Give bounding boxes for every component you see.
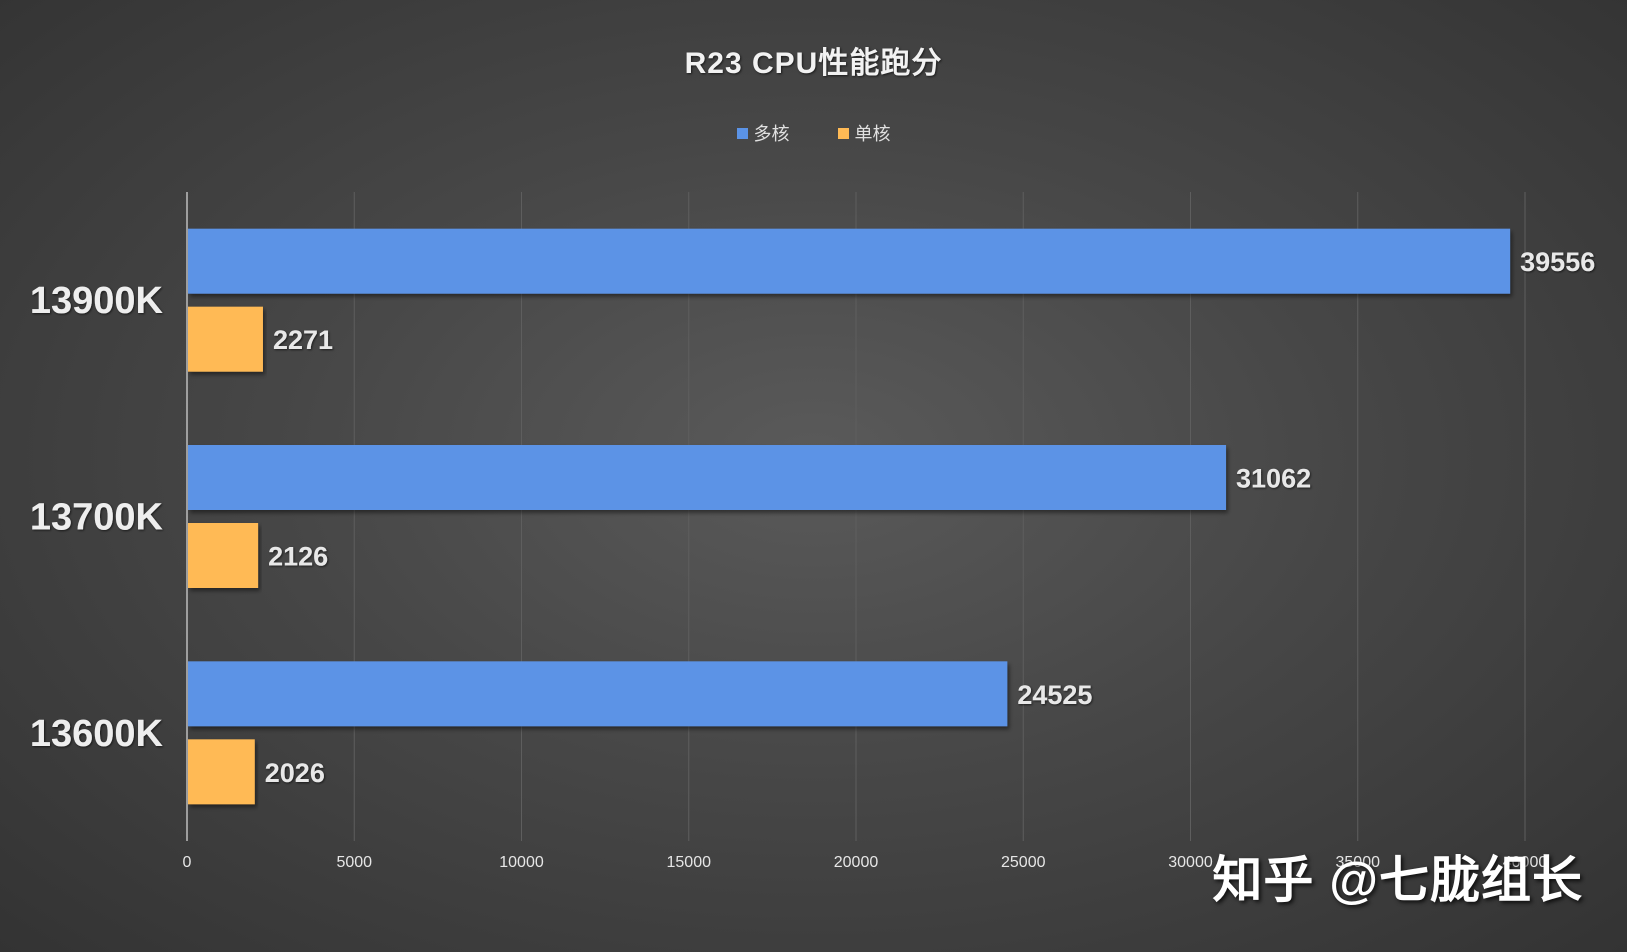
x-tick-label: 15000 <box>667 854 712 871</box>
legend-item-multicore: 多核 <box>736 120 790 146</box>
data-labels: 39556 2271 31062 2126 24525 2026 <box>265 247 1595 788</box>
y-category-label: 13700K <box>30 497 164 539</box>
chart-title: R23 CPU性能跑分 <box>684 47 943 80</box>
legend-swatch-singlecore <box>837 127 849 139</box>
bar-multicore-13700K <box>188 445 1227 510</box>
bar-multicore-13900K <box>188 228 1511 294</box>
axes: 0 5000 10000 15000 20000 25000 30000 35000 40000… <box>30 192 1547 871</box>
bar-singlecore-13600K <box>188 739 255 805</box>
x-tick-label: 5000 <box>336 854 372 871</box>
data-label-singlecore: 2271 <box>273 325 333 355</box>
gridlines <box>353 192 1526 841</box>
legend-item-singlecore: 单核 <box>837 120 891 146</box>
data-label-singlecore: 2026 <box>265 758 325 788</box>
x-tick-label: 0 <box>183 854 192 871</box>
bar-singlecore-13900K <box>188 306 263 372</box>
data-label-multicore: 31062 <box>1236 464 1311 494</box>
legend-label-multicore: 多核 <box>753 124 790 144</box>
x-tick-label: 20000 <box>834 854 879 871</box>
data-label-multicore: 39556 <box>1520 247 1595 277</box>
data-label-singlecore: 2126 <box>268 542 328 572</box>
x-tick-label: 30000 <box>1168 854 1213 871</box>
data-label-multicore: 24525 <box>1017 680 1092 710</box>
legend-label-singlecore: 单核 <box>854 124 891 144</box>
x-tick-label: 35000 <box>1336 854 1381 871</box>
bars <box>188 228 1511 805</box>
chart-legend: 多核 单核 <box>0 120 1627 146</box>
legend-swatch-multicore <box>736 127 748 139</box>
x-tick-label: 10000 <box>499 854 544 871</box>
y-category-label: 13900K <box>30 280 164 322</box>
watermark-text: 知乎 @七胧组长 <box>1212 852 1583 908</box>
bar-multicore-13600K <box>188 661 1008 727</box>
y-category-label: 13600K <box>30 713 164 755</box>
x-tick-label: 25000 <box>1001 854 1046 871</box>
bar-singlecore-13700K <box>188 523 259 588</box>
x-tick-label: 40000 <box>1503 854 1548 871</box>
